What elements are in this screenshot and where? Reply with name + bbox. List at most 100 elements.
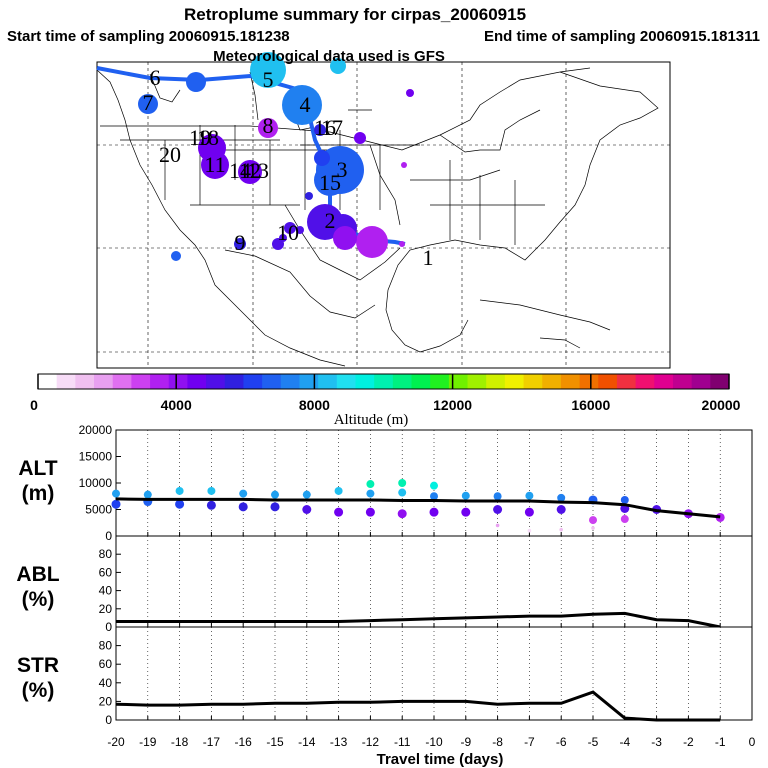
abl-panel: 0 20 40 60 80 ABL(%) (16, 535, 753, 634)
scatter-point (365, 507, 375, 517)
x-tick-label: -16 (235, 735, 253, 749)
x-tick-label: -11 (394, 735, 411, 749)
x-tick-label: -19 (139, 735, 157, 749)
day-label: 20 (159, 142, 181, 167)
day-label: 12 (239, 158, 261, 183)
colorbar-swatch (654, 374, 674, 389)
series-line (115, 497, 721, 519)
scatter-point (398, 488, 407, 497)
day-label: 8 (263, 113, 274, 138)
colorbar-swatch (616, 374, 637, 389)
panel-label: ABL (16, 563, 59, 586)
y-tick-label: 0 (105, 529, 112, 543)
y-tick-label: 80 (99, 639, 113, 653)
colorbar-swatch (486, 374, 506, 389)
coastline-path (479, 299, 611, 331)
scatter-point (527, 528, 532, 533)
panel-unit: (%) (22, 679, 55, 702)
x-tick-label: -8 (492, 735, 503, 749)
scatter-point (397, 509, 407, 519)
plume-circle (333, 226, 357, 250)
x-tick-label: -3 (651, 735, 662, 749)
colorbar-swatch (168, 374, 188, 389)
coastline-path (249, 71, 259, 121)
day-label: 16 (314, 115, 336, 140)
end-time-label: End time of sampling 20060915.181311 (484, 28, 760, 45)
y-tick-label: 15000 (79, 450, 113, 464)
y-tick-label: 20000 (79, 423, 113, 437)
scatter-point (175, 499, 185, 509)
scatter-point (238, 502, 248, 512)
y-tick-label: 80 (99, 547, 113, 561)
panel-label: STR (17, 654, 59, 677)
x-tick-label: -9 (460, 735, 471, 749)
day-label: 19 (189, 125, 211, 150)
y-tick-label: 20 (99, 694, 113, 708)
coastline-path (149, 73, 181, 103)
colorbar-swatch (187, 374, 207, 389)
scatter-point (270, 502, 280, 512)
x-tick-label: -2 (683, 735, 694, 749)
scatter-point (175, 486, 184, 495)
coastline-path (224, 249, 376, 319)
day-label: 6 (150, 65, 161, 90)
colorbar-swatch (523, 374, 543, 389)
x-tick-label: -15 (266, 735, 284, 749)
scatter-point (302, 490, 311, 499)
colorbar-tick-label: 4000 (161, 397, 192, 413)
colorbar-swatch (131, 374, 151, 389)
colorbar-swatch (206, 374, 226, 389)
colorbar-swatch (280, 374, 300, 389)
plume-circle (305, 192, 313, 200)
scatter-point (461, 507, 471, 517)
scatter-point (620, 515, 629, 524)
scatter-point (334, 507, 344, 517)
x-tick-label: -6 (556, 735, 567, 749)
plume-circle (284, 222, 296, 234)
colorbar-swatch (411, 374, 431, 389)
day-label: 2 (325, 208, 336, 233)
day-label: 15 (319, 170, 341, 195)
day-label: 9 (235, 230, 246, 255)
scatter-point (206, 500, 216, 510)
plume-circle (406, 89, 414, 97)
colorbar-swatch (56, 374, 76, 389)
x-tick-label: -20 (107, 735, 125, 749)
y-tick-label: 60 (99, 565, 113, 579)
scatter-point (461, 491, 470, 500)
panel-frame (115, 535, 753, 628)
scatter-point (493, 492, 502, 501)
plume-circle (250, 52, 286, 88)
panel-frame (115, 626, 753, 721)
y-tick-label: 40 (99, 676, 113, 690)
colorbar-swatch (318, 374, 338, 389)
colorbar-swatch (336, 374, 356, 389)
scatter-point (398, 479, 407, 487)
plume-circle (354, 132, 366, 144)
colorbar-swatch (150, 374, 170, 389)
scatter-point (366, 480, 375, 489)
x-tick-label: -4 (619, 735, 630, 749)
day-label: 1 (423, 245, 434, 270)
colorbar-swatch (392, 374, 413, 389)
start-time-label: Start time of sampling 20060915.181238 (7, 28, 290, 45)
x-tick-label: -12 (362, 735, 380, 749)
scatter-point (430, 492, 438, 501)
series-line (116, 611, 721, 629)
plume-circle (314, 150, 330, 166)
scatter-point (591, 526, 595, 530)
x-tick-label: -17 (203, 735, 221, 749)
x-tick-label: -10 (425, 735, 443, 749)
colorbar-swatch (94, 374, 114, 389)
colorbar-swatch (112, 374, 132, 389)
colorbar-swatch (38, 374, 58, 389)
plume-circle (138, 94, 158, 114)
scatter-point (302, 505, 312, 514)
coastline-path (539, 337, 581, 349)
y-tick-label: 0 (105, 620, 112, 634)
day-label: 11 (204, 152, 225, 177)
scatter-point (557, 493, 566, 502)
plume-circle (238, 160, 262, 184)
